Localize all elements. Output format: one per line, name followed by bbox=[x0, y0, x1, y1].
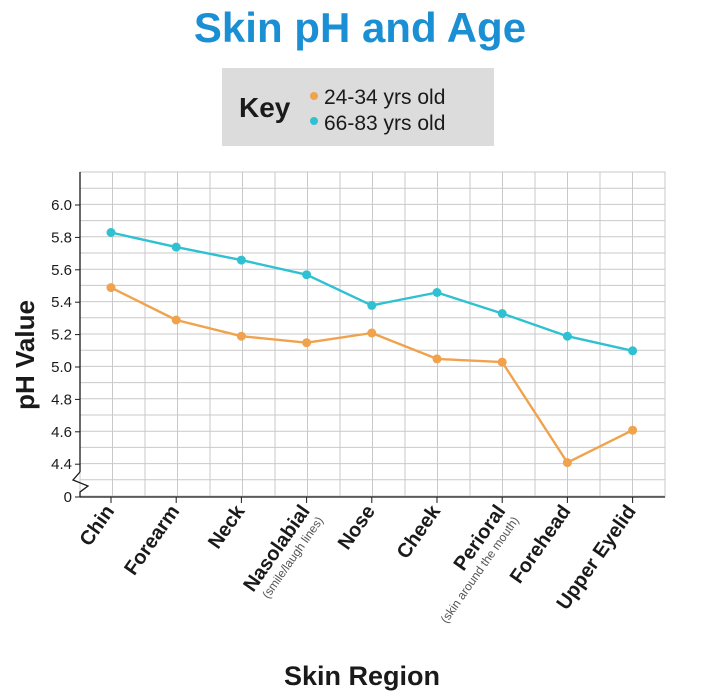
legend-label-old: 66-83 yrs old bbox=[324, 112, 445, 135]
x-tick-label: Forearm bbox=[120, 501, 184, 579]
data-point-old bbox=[562, 331, 572, 341]
data-point-young bbox=[562, 458, 572, 468]
y-axis-label: pH Value bbox=[10, 300, 40, 410]
x-tick-group: Cheek bbox=[393, 501, 446, 564]
x-tick-label: Cheek bbox=[393, 501, 446, 564]
x-tick-label: Nose bbox=[334, 501, 380, 554]
data-point-young bbox=[628, 425, 638, 435]
legend-marker-old bbox=[310, 117, 318, 125]
series-line-young bbox=[110, 286, 634, 464]
data-point-old bbox=[302, 270, 312, 280]
data-point-young bbox=[497, 357, 507, 367]
y-tick-label: 4.4 bbox=[51, 456, 72, 473]
data-point-old bbox=[432, 288, 442, 297]
legend-marker-young bbox=[310, 92, 318, 100]
data-point-old bbox=[497, 309, 507, 318]
legend-title: Key bbox=[239, 92, 291, 123]
y-tick-label: 4.6 bbox=[51, 424, 72, 441]
x-axis-label: Skin Region bbox=[284, 661, 440, 691]
y-tick-label: 5.0 bbox=[51, 359, 72, 376]
y-axis-break bbox=[71, 471, 90, 497]
x-tick-label: Neck bbox=[204, 501, 250, 554]
legend-box bbox=[222, 68, 494, 146]
x-tick-label: Forehead bbox=[506, 501, 576, 587]
y-tick-label: 4.8 bbox=[51, 391, 72, 408]
y-tick-label: 5.8 bbox=[51, 229, 72, 246]
y-tick-label: 6.0 bbox=[51, 197, 72, 214]
data-point-young bbox=[302, 338, 312, 348]
x-tick-group: Neck bbox=[204, 501, 250, 554]
data-point-old bbox=[171, 242, 181, 252]
x-tick-group: Forehead bbox=[506, 501, 576, 587]
data-point-old bbox=[367, 300, 377, 310]
x-tick-group: Nose bbox=[334, 501, 380, 554]
y-tick-label: 5.4 bbox=[51, 294, 72, 311]
data-point-old bbox=[106, 228, 116, 237]
y-tick-label: 0 bbox=[64, 489, 72, 506]
data-point-young bbox=[171, 315, 181, 325]
data-point-old bbox=[628, 346, 638, 356]
series-lines bbox=[110, 231, 634, 464]
chart-title: Skin pH and Age bbox=[194, 4, 526, 51]
x-tick-group: Chin bbox=[76, 501, 120, 550]
x-tick-label: Chin bbox=[76, 501, 120, 550]
data-point-young bbox=[236, 331, 246, 341]
data-point-young bbox=[106, 283, 116, 293]
y-tick-label: 5.6 bbox=[51, 262, 72, 279]
legend-label-young: 24-34 yrs old bbox=[324, 86, 445, 109]
y-tick-labels: 6.0 5.8 5.6 5.4 5.2 5.0 4.8 4.6 4.4 0 bbox=[51, 197, 80, 506]
y-tick-label: 5.2 bbox=[51, 327, 72, 344]
data-point-young bbox=[432, 354, 442, 364]
legend: Key 24-34 yrs old 66-83 yrs old bbox=[222, 68, 494, 146]
x-tick-group: Forearm bbox=[120, 501, 184, 579]
x-tick-group: Nasolabial(smile/laugh lines) bbox=[239, 501, 326, 601]
data-point-old bbox=[236, 255, 246, 265]
series-points bbox=[106, 228, 638, 468]
data-point-young bbox=[367, 328, 377, 338]
